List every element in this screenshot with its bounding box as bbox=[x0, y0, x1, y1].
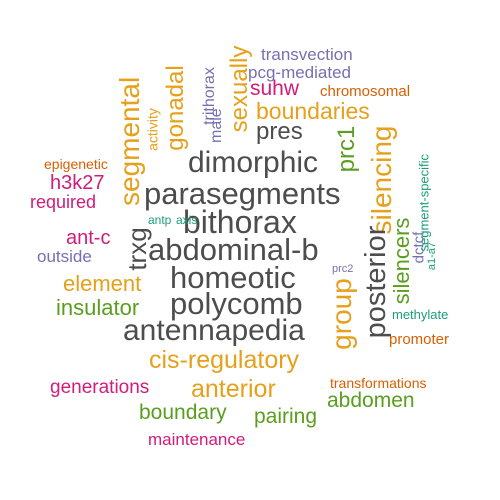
word-transvection: transvection bbox=[261, 45, 353, 64]
word-prc1: prc1 bbox=[333, 125, 360, 173]
word-axis: axis bbox=[176, 213, 198, 227]
word-polycomb: polycomb bbox=[170, 286, 303, 321]
word-generations: generations bbox=[50, 377, 150, 398]
word-boundary: boundary bbox=[139, 401, 227, 424]
word-segment-specific: a1-a7 bbox=[426, 241, 438, 271]
word-pres: pres bbox=[256, 118, 303, 145]
word-h3k27: h3k27 bbox=[50, 172, 105, 194]
word-insulator: insulator bbox=[56, 295, 140, 320]
word-antp: antp bbox=[148, 213, 172, 227]
word-trxg: trxg bbox=[122, 227, 152, 271]
word-epigenetic: epigenetic bbox=[44, 156, 108, 172]
word-bithorax: bithorax bbox=[183, 204, 297, 240]
word-sexually: sexually bbox=[226, 45, 253, 133]
word-chromosomal: chromosomal bbox=[320, 83, 411, 100]
word-outside: outside bbox=[37, 247, 92, 266]
word-element: element bbox=[63, 271, 142, 296]
word-segmental: segmental bbox=[114, 76, 145, 206]
word-activity: activity bbox=[144, 108, 161, 151]
word-prc2: prc2 bbox=[332, 263, 354, 275]
word-posterior: posterior bbox=[360, 225, 392, 339]
word-abdomen: abdomen bbox=[327, 389, 415, 412]
word-a1-a7 bbox=[109, 324, 126, 374]
word-promoter: promoter bbox=[389, 331, 450, 348]
word-group: group bbox=[326, 278, 357, 350]
word-ant-c: ant-c bbox=[66, 227, 111, 249]
word-abdominal-b: abdominal-b bbox=[148, 232, 319, 267]
word-gonadal: gonadal bbox=[162, 65, 189, 151]
word-required: required bbox=[30, 192, 97, 212]
word-parasegments: parasegments bbox=[144, 176, 341, 211]
word-cis-regulatory: cis-regulatory bbox=[149, 346, 300, 374]
word-pcg-mediated: pcg-mediated bbox=[248, 63, 352, 82]
word-maintenance: maintenance bbox=[148, 430, 246, 449]
word-dimorphic: dimorphic bbox=[188, 146, 319, 179]
word-boundaries: boundaries bbox=[256, 98, 370, 124]
word-anterior: anterior bbox=[191, 375, 276, 403]
word-antennapedia: antennapedia bbox=[123, 314, 305, 347]
word-methylate: methylate bbox=[392, 307, 449, 322]
word-trithorax: trithorax bbox=[201, 67, 218, 125]
word-homeotic: homeotic bbox=[170, 260, 296, 295]
word-suhw: suhw bbox=[250, 77, 300, 100]
word-transformations: transformations bbox=[330, 375, 427, 391]
word-pairing: pairing bbox=[254, 405, 318, 428]
